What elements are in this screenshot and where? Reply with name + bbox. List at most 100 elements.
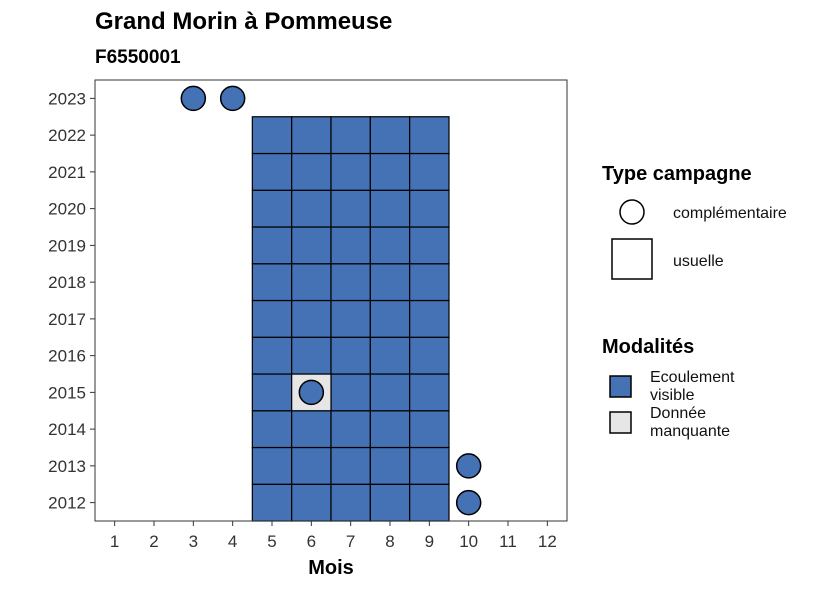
legend-key-donnee_manquante [609,411,632,434]
point-2023-4 [219,85,246,112]
y-tick-label-2019: 2019 [48,236,86,255]
x-tick-label-11: 11 [499,532,517,551]
point-2023-3 [180,85,207,112]
x-tick-label-7: 7 [346,532,355,551]
tile-2016-6 [291,336,332,375]
point-2013-10 [455,453,482,479]
x-tick-label-5: 5 [267,532,276,551]
tile-2021-6 [291,152,332,191]
legend-label-complementaire: complémentaire [673,205,787,222]
tile-2014-7 [330,410,371,449]
tile-2014-8 [369,410,411,449]
y-tick-label-2016: 2016 [48,347,86,366]
y-tick-label-2015: 2015 [48,383,86,402]
x-tick-label-6: 6 [307,532,316,551]
y-tick-label-2020: 2020 [48,200,86,219]
y-tick-label-2018: 2018 [48,273,86,292]
tile-2013-8 [369,446,411,485]
legend-label-ecoulement_visible-line-2: visible [650,387,695,404]
y-tick-label-2012: 2012 [48,494,86,513]
tile-2012-9 [409,483,450,522]
tile-2020-8 [369,189,411,228]
point-2012-10 [455,489,482,516]
legend-type-campagne: Type campagne complémentaire usuelle [602,163,787,280]
tile-2013-5 [251,446,293,485]
x-tick-label-4: 4 [228,532,237,551]
tile-2019-7 [330,226,371,265]
legend-modalites: Modalités EcoulementvisibleDonnéemanquan… [602,336,735,440]
legend-type-campagne-title: Type campagne [602,163,752,185]
tile-2013-6 [291,446,332,485]
tile-2013-7 [330,446,371,485]
tile-2017-9 [409,299,450,338]
tile-2017-6 [291,299,332,338]
tile-2022-9 [409,116,450,155]
panel-border [94,79,568,522]
y-tick-label-2022: 2022 [48,126,86,145]
y-tick-label-2021: 2021 [48,163,86,182]
tile-2021-8 [369,152,411,191]
legend-modalites-title: Modalités [602,336,694,358]
legend-label-donnee_manquante-line-1: Donnée [650,405,706,422]
x-tick-label-12: 12 [538,532,557,551]
tile-2019-8 [369,226,411,265]
chart-subtitle: F6550001 [95,47,181,68]
legend-label-donnee_manquante-line-2: manquante [650,423,730,440]
tile-2018-8 [369,263,411,302]
tile-2016-5 [251,336,293,375]
tile-2017-8 [369,299,411,338]
tile-2020-7 [330,189,371,228]
tile-2012-5 [251,483,293,522]
tile-2016-9 [409,336,450,375]
tile-2015-8 [369,373,411,412]
tile-2014-6 [291,410,332,449]
tile-2018-6 [291,263,332,302]
tile-2016-8 [369,336,411,375]
tile-2013-9 [409,446,450,485]
x-axis: 1 2 3 4 5 6 7 8 9 10 11 12 [110,521,557,551]
point-2015-6 [298,379,325,406]
x-tick-label-2: 2 [149,532,158,551]
tile-2022-7 [330,116,371,155]
tile-2020-6 [291,189,332,228]
tile-2021-9 [409,152,450,191]
legend-key-ecoulement_visible [609,375,632,398]
tile-2012-8 [369,483,411,522]
y-tick-label-2014: 2014 [48,420,86,439]
tile-2016-7 [330,336,371,375]
tile-2015-5 [251,373,293,412]
y-tick-label-2023: 2023 [48,89,86,108]
x-axis-title: Mois [308,557,354,579]
tile-2018-9 [409,263,450,302]
tile-2021-7 [330,152,371,191]
x-tick-label-8: 8 [385,532,394,551]
x-tick-label-10: 10 [459,532,478,551]
tile-2022-8 [369,116,411,155]
tile-2022-6 [291,116,332,155]
tile-2020-9 [409,189,450,228]
tile-2019-9 [409,226,450,265]
tile-2018-7 [330,263,371,302]
legend-label-ecoulement_visible-line-1: Ecoulement [650,369,735,386]
tile-2020-5 [251,189,293,228]
tile-2012-6 [291,483,332,522]
tile-2017-7 [330,299,371,338]
plot-area [94,79,568,522]
tile-2014-5 [251,410,293,449]
y-tick-label-2017: 2017 [48,310,86,329]
tile-2019-6 [291,226,332,265]
y-axis: 2012 2013 2014 2015 2016 2017 2018 2019 2020 2021… [48,89,95,513]
x-tick-label-9: 9 [425,532,434,551]
chart-title: Grand Morin à Pommeuse [95,8,392,35]
x-tick-label-3: 3 [189,532,198,551]
x-tick-label-1: 1 [110,532,119,551]
y-tick-label-2013: 2013 [48,457,86,476]
tile-2019-5 [251,226,293,265]
legend-circle-key [619,199,645,225]
legend-label-usuelle: usuelle [673,253,724,270]
tile-2017-5 [251,299,293,338]
tile-2015-7 [330,373,371,412]
tile-2012-7 [330,483,371,522]
tile-2021-5 [251,152,293,191]
